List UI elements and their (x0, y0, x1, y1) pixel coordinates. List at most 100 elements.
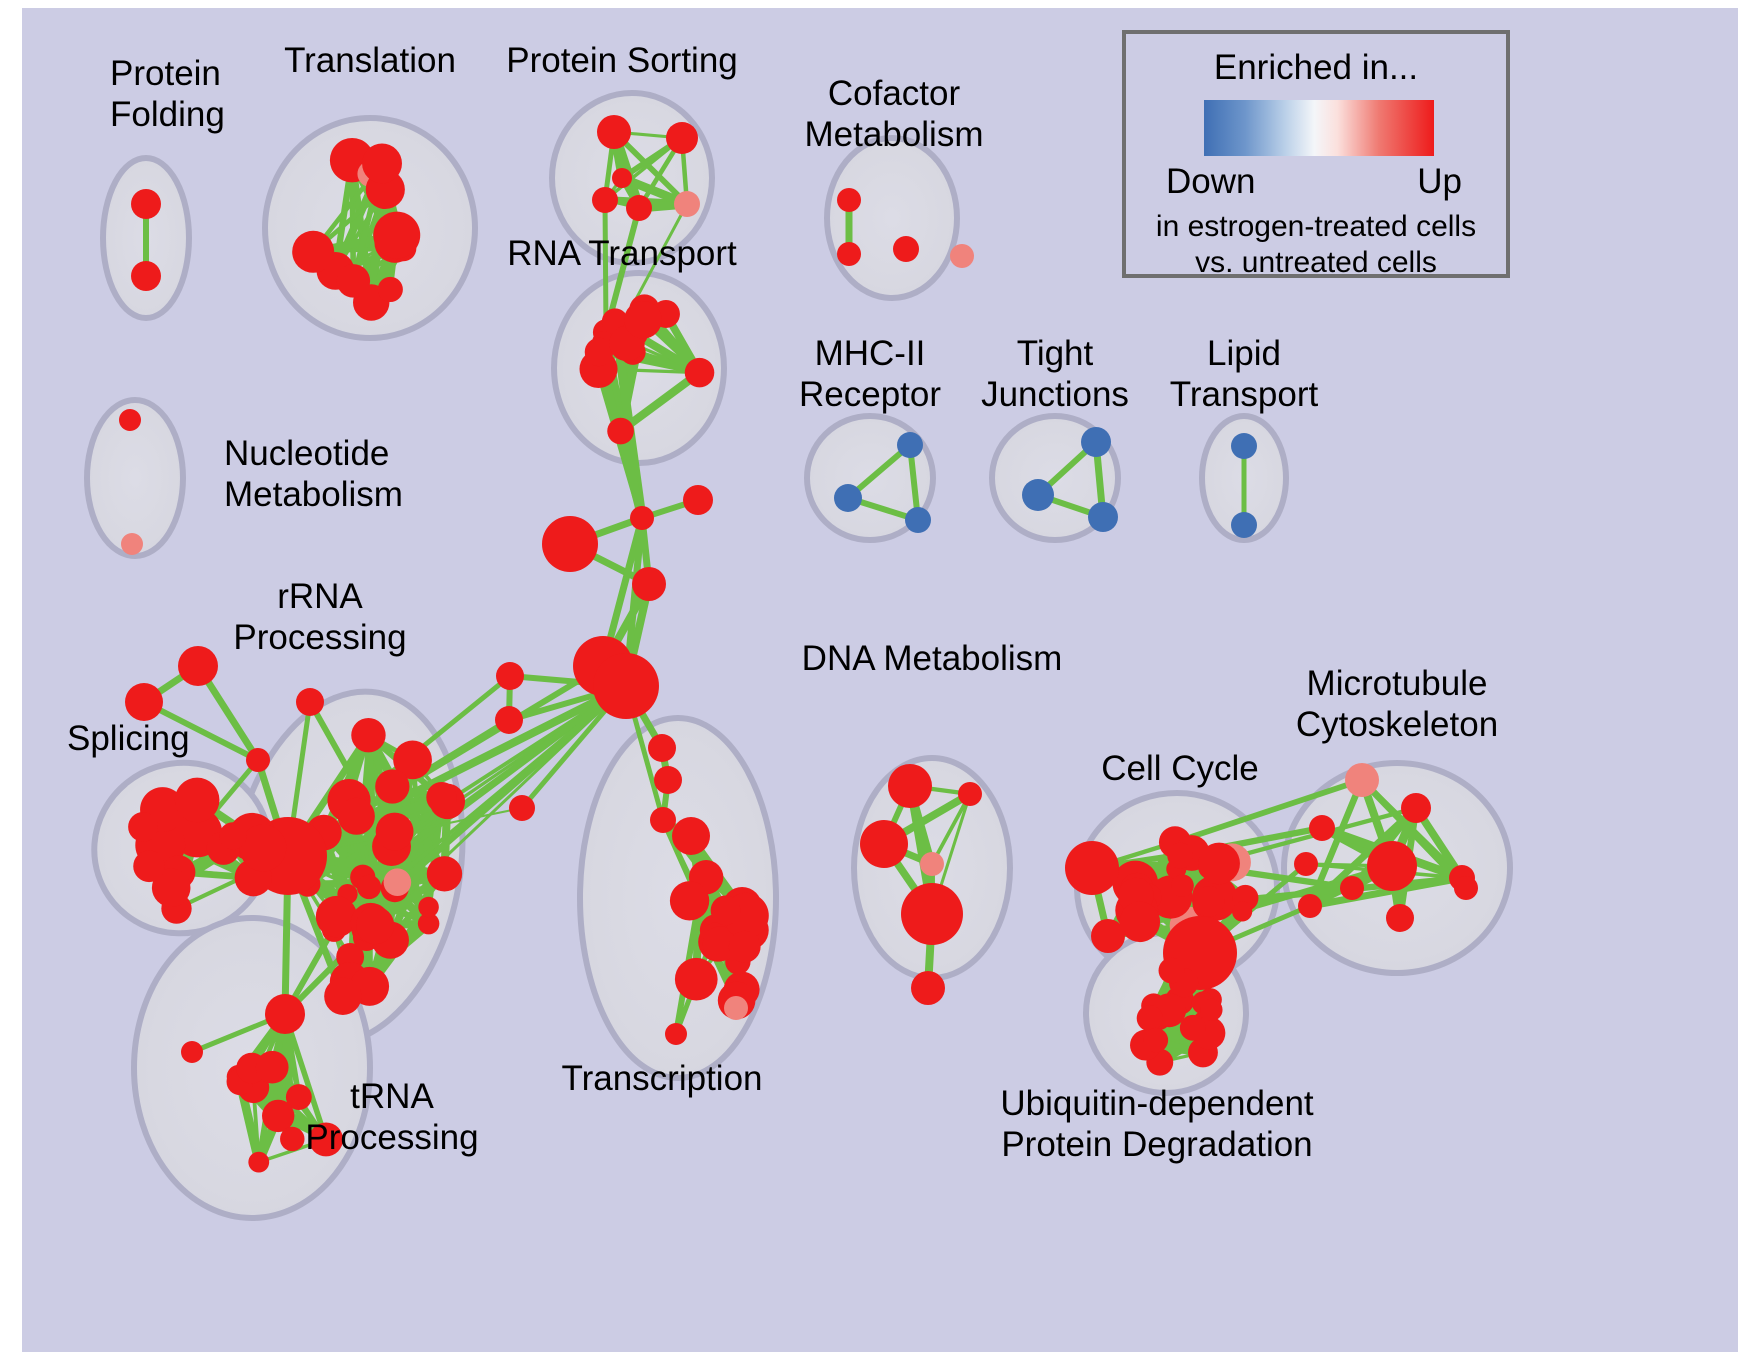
network-node (174, 777, 220, 823)
network-node (292, 230, 335, 273)
network-node (897, 432, 923, 458)
network-node (950, 244, 974, 268)
network-node (654, 766, 682, 794)
network-node (280, 1126, 305, 1152)
network-node (296, 688, 324, 716)
network-node (1454, 876, 1478, 900)
network-nodes (119, 115, 1478, 1173)
network-node (151, 868, 191, 908)
network-node (1167, 842, 1194, 869)
network-node (255, 1050, 289, 1084)
cluster-label-dna-metabolism: DNA Metabolism (801, 639, 1063, 678)
network-node (128, 811, 158, 842)
legend-low-label: Down (1166, 162, 1256, 201)
network-node (1179, 1014, 1206, 1041)
network-node (1065, 841, 1119, 895)
network-node (666, 122, 698, 154)
network-node (362, 143, 402, 184)
network-node (1231, 512, 1257, 538)
network-node (724, 996, 748, 1020)
network-node (672, 817, 710, 855)
network-node (356, 906, 395, 945)
network-edge (307, 699, 395, 850)
network-node (133, 850, 165, 883)
network-node (1081, 427, 1111, 457)
network-node (597, 115, 631, 149)
network-edge (282, 1011, 329, 1143)
network-node (248, 1151, 270, 1173)
network-node (131, 261, 161, 291)
cluster-label-nucleotide-metabolism: Nucleotide Metabolism (224, 434, 403, 514)
network-node (837, 188, 861, 212)
network-node (592, 187, 618, 213)
network-edge (602, 197, 609, 335)
network-node (542, 516, 598, 572)
cluster-label-translation: Translation (284, 41, 456, 80)
cluster-label-splicing: Splicing (67, 719, 190, 758)
cluster-label-rrna-processing: rRNA Processing (233, 577, 407, 657)
network-node (509, 795, 535, 821)
cluster-label-transcription: Transcription (561, 1059, 763, 1098)
network-node (375, 812, 414, 851)
network-node (1298, 894, 1322, 918)
network-node (893, 236, 919, 262)
legend-high-label: Up (1417, 162, 1462, 201)
network-node (1022, 479, 1054, 511)
network-node (383, 868, 412, 897)
network-canvas (84, 90, 1513, 1221)
network-node (121, 533, 143, 555)
network-node (834, 484, 862, 512)
cluster-label-microtubule-cytoskeleton: Microtubule Cytoskeleton (1295, 664, 1499, 744)
network-node (178, 646, 218, 686)
network-node (426, 856, 463, 892)
network-node (496, 662, 524, 690)
network-node (1136, 1005, 1163, 1032)
network-node (958, 782, 982, 806)
network-node (683, 485, 713, 515)
network-figure: Protein Folding Translation Protein Sortin… (22, 8, 1738, 1352)
network-node (356, 874, 382, 900)
cluster-label-cofactor-metabolism: Cofactor Metabolism (804, 74, 984, 154)
cluster-label-ubiquitin-protein-degradation: Ubiquitin-dependent Protein Degradation (1000, 1084, 1314, 1164)
network-node (1171, 874, 1194, 897)
network-node (1119, 901, 1161, 943)
network-edge (616, 426, 647, 523)
cluster-label-protein-sorting: Protein Sorting (506, 41, 738, 80)
network-node (1309, 815, 1335, 841)
legend-colorbar (1204, 100, 1434, 156)
network-node (309, 1122, 343, 1157)
network-node (377, 276, 403, 303)
network-node (119, 409, 141, 431)
network-node (336, 264, 371, 298)
network-node (1401, 793, 1431, 823)
network-node (1193, 886, 1225, 917)
network-edge (1172, 777, 1365, 846)
cluster-label-mhc-ii-receptor: MHC-II Receptor (798, 334, 942, 414)
network-node (860, 820, 908, 868)
network-node (337, 797, 375, 835)
network-node (1232, 901, 1253, 922)
network-node (1088, 502, 1118, 532)
network-node (324, 977, 362, 1015)
network-node (650, 807, 676, 833)
cluster-label-cell-cycle: Cell Cycle (1101, 749, 1259, 788)
network-node (728, 930, 761, 963)
network-node (1345, 763, 1379, 797)
network-node (901, 883, 963, 945)
legend-title: Enriched in... (1213, 48, 1419, 87)
network-node (905, 507, 931, 533)
network-node (1231, 433, 1257, 459)
network-node (624, 300, 662, 339)
network-node (626, 195, 652, 221)
network-node (1198, 842, 1240, 885)
network-node (702, 926, 738, 962)
network-node (417, 912, 440, 935)
network-node (315, 895, 358, 938)
network-node (1340, 876, 1364, 900)
network-node (1200, 998, 1223, 1022)
network-node (418, 896, 439, 918)
network-node (1294, 852, 1318, 876)
network-edge (930, 792, 972, 866)
network-node (373, 211, 421, 259)
network-node (1386, 904, 1414, 932)
